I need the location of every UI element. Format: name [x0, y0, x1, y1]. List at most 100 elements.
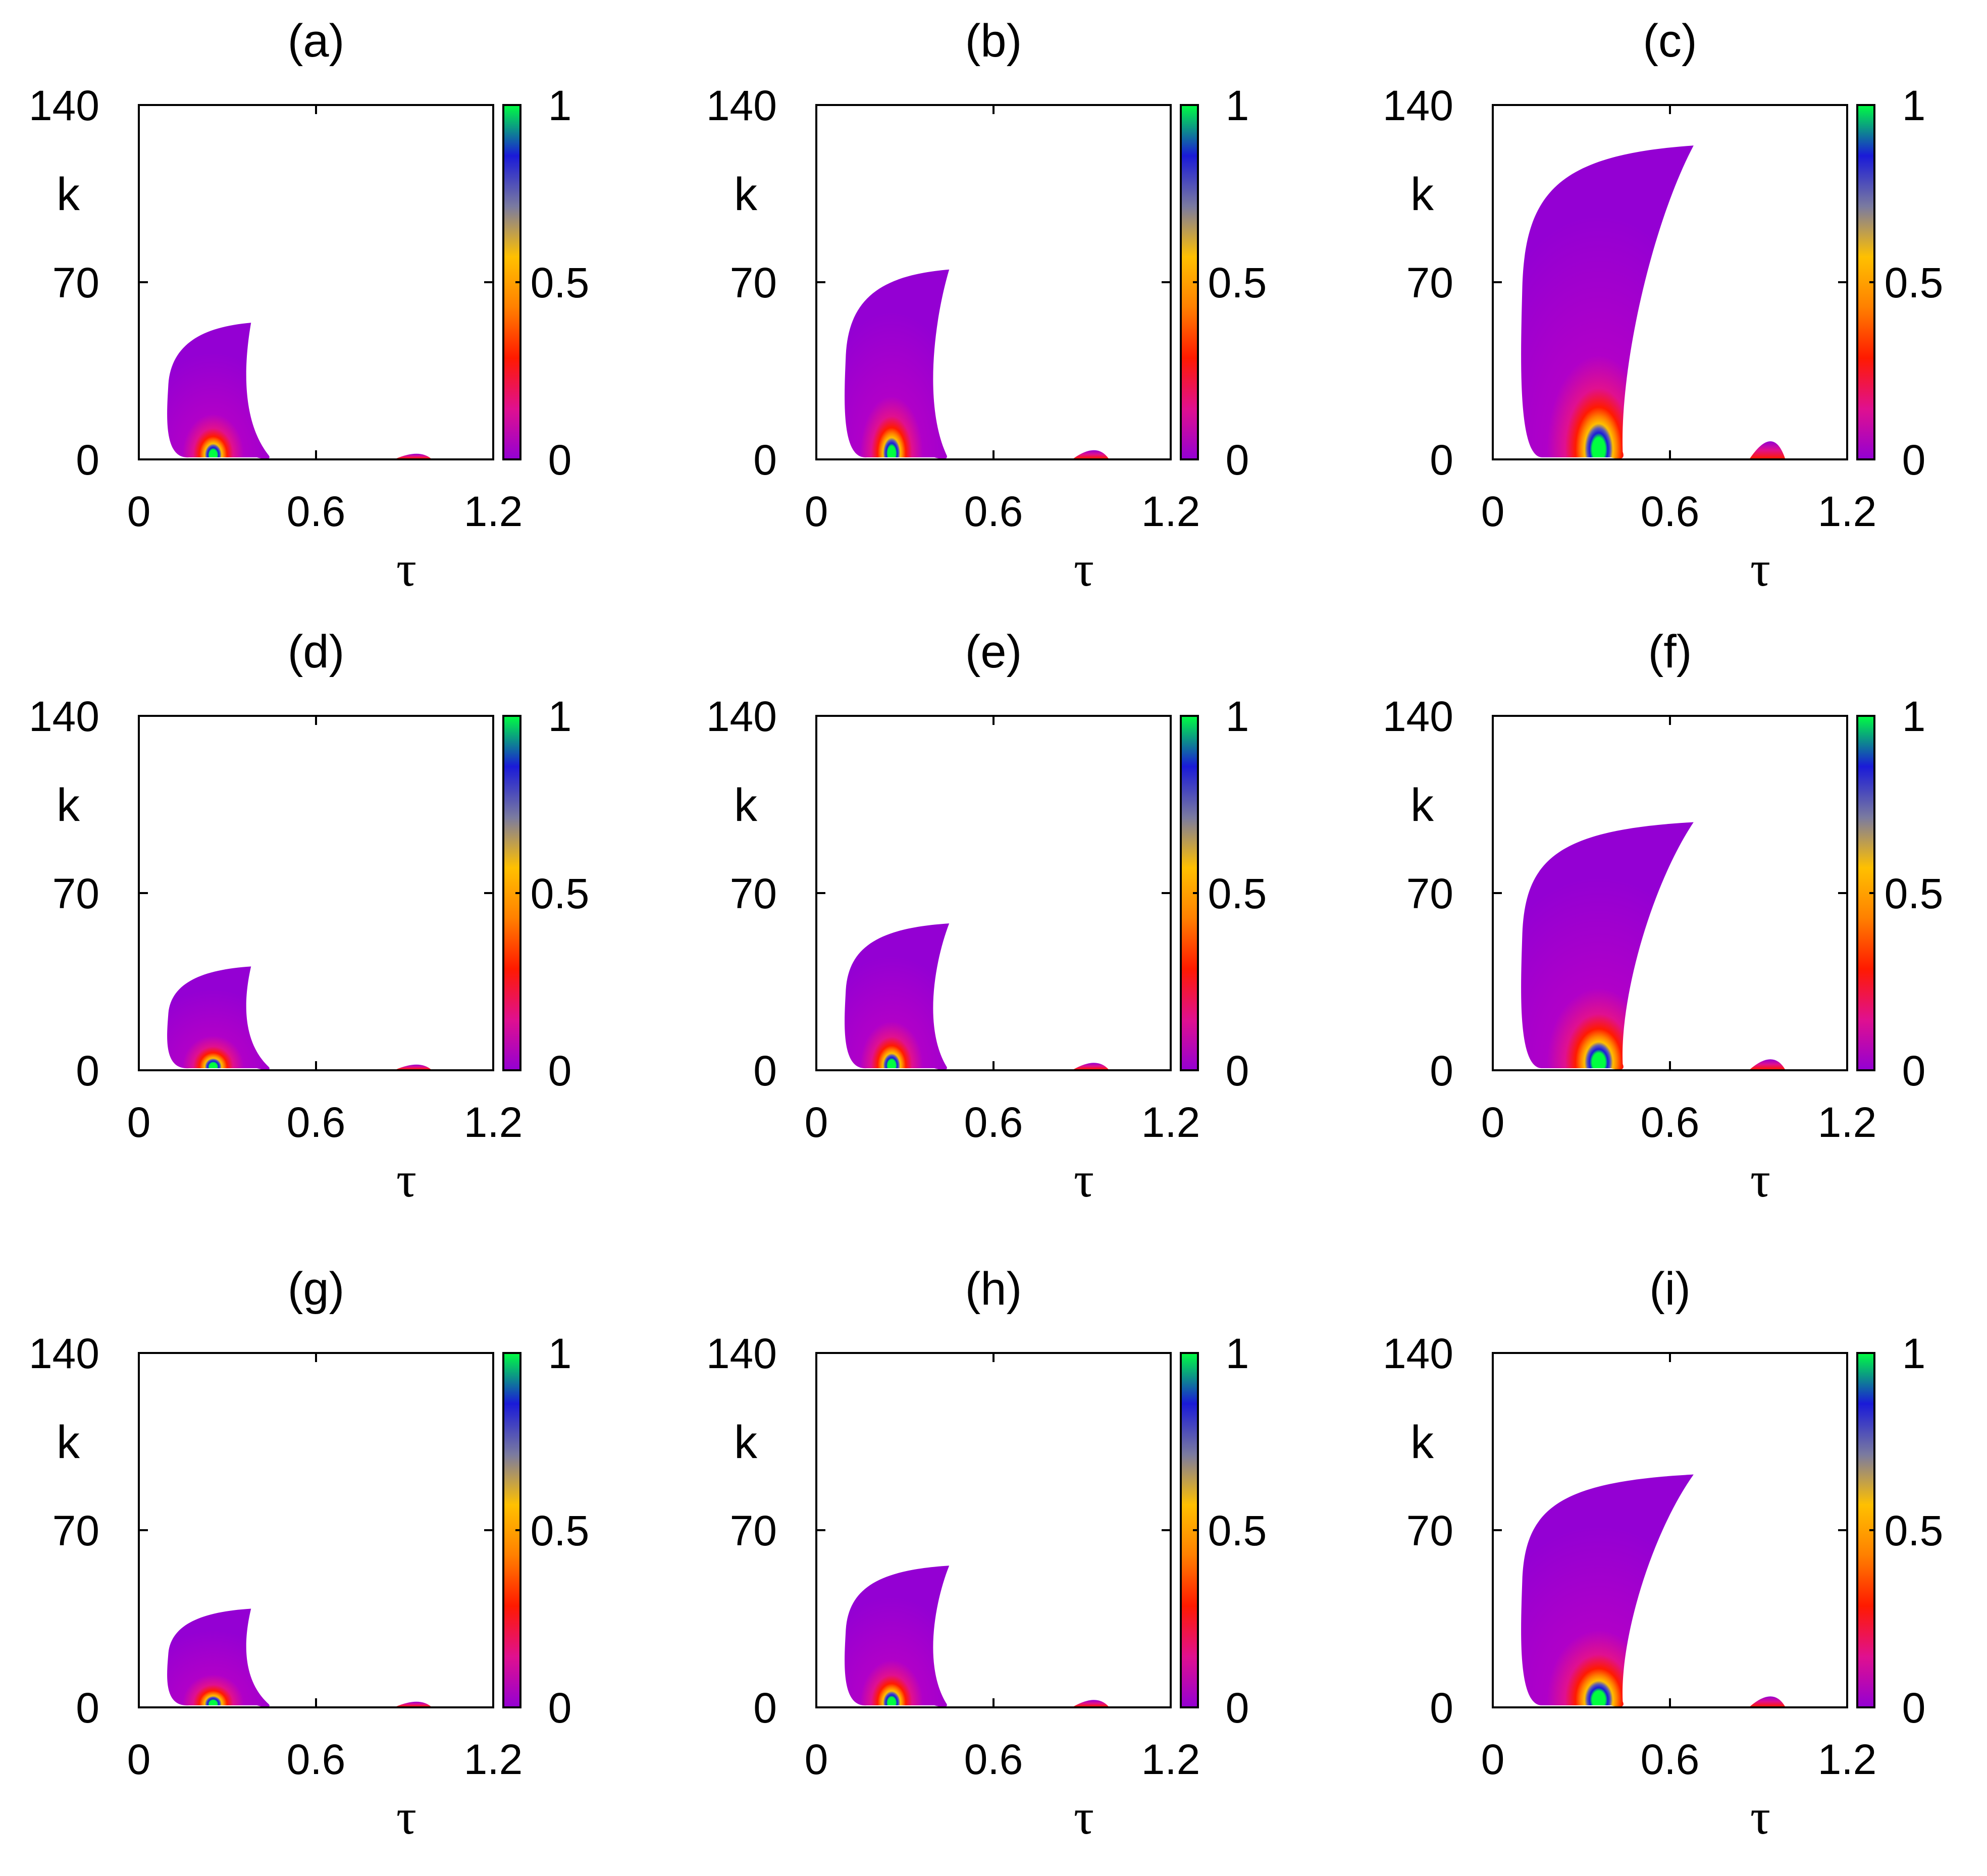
- y-tick-label: 140: [1383, 82, 1453, 129]
- panel-b: (b) 0 70 140 0 0.6 1.2 k τ 0 0.5 1: [706, 15, 1267, 597]
- panel-h: (h) 0 70 140 0 0.6 1.2 k τ 0 0.5 1: [706, 1263, 1267, 1845]
- colorbar-tick-label: 0: [1226, 1047, 1249, 1095]
- colorbar-tick-label: 0.5: [1885, 259, 1944, 306]
- main-region: [167, 1608, 270, 1707]
- y-axis-label: k: [1410, 169, 1434, 220]
- colorbar-tick-label: 0.5: [1208, 870, 1267, 917]
- colorbar-tick-label: 1: [1226, 1330, 1249, 1377]
- y-tick-label: 0: [76, 1684, 99, 1732]
- y-axis-label: k: [57, 779, 80, 831]
- x-axis-label: τ: [396, 1789, 416, 1845]
- y-tick-label: 0: [753, 1684, 777, 1732]
- colorbar-tick-label: 0: [548, 1684, 572, 1732]
- secondary-region: [395, 1701, 432, 1707]
- colorbar-tick-label: 0.5: [1885, 1507, 1944, 1554]
- main-region: [845, 1566, 950, 1707]
- colorbar-tick-label: 0.5: [531, 870, 590, 917]
- x-tick-label: 0.6: [964, 1736, 1023, 1783]
- x-tick-label: 0: [127, 1099, 151, 1146]
- x-tick-label: 1.2: [464, 1736, 523, 1783]
- y-axis-label: k: [734, 1417, 758, 1468]
- x-axis-label: τ: [396, 1152, 416, 1208]
- x-tick-label: 0: [127, 1736, 151, 1783]
- x-tick-label: 1.2: [1141, 1736, 1200, 1783]
- panel-title: (g): [288, 1263, 344, 1315]
- y-tick-label: 70: [53, 259, 99, 306]
- x-tick-label: 1.2: [464, 1099, 523, 1146]
- y-tick-label: 0: [76, 436, 99, 484]
- secondary-region: [395, 1064, 432, 1070]
- x-tick-label: 0: [805, 1736, 828, 1783]
- y-axis-label: k: [57, 1417, 80, 1468]
- secondary-region: [1749, 1059, 1786, 1070]
- secondary-region: [1073, 450, 1109, 459]
- y-tick-label: 0: [1430, 1684, 1453, 1732]
- colorbar-tick-label: 0: [1902, 436, 1926, 484]
- y-tick-label: 0: [1430, 436, 1453, 484]
- y-tick-label: 0: [1430, 1047, 1453, 1095]
- panel-a: (a) 0 70 140 0 0.6 1.2 k τ 0 0.5 1: [29, 15, 590, 597]
- y-tick-label: 70: [730, 870, 777, 917]
- main-region: [1521, 822, 1694, 1070]
- y-tick-label: 70: [1406, 1507, 1453, 1554]
- panel-e: (e) 0 70 140 0 0.6 1.2 k τ 0 0.5 1: [706, 626, 1267, 1208]
- x-axis-label: τ: [1074, 1789, 1094, 1845]
- colorbar-tick-label: 0: [548, 1047, 572, 1095]
- main-region: [845, 269, 950, 459]
- x-tick-label: 0: [127, 488, 151, 535]
- colorbar-tick-label: 1: [1902, 1330, 1926, 1377]
- x-axis-label: τ: [1750, 1152, 1770, 1208]
- panel-title: (i): [1649, 1263, 1691, 1315]
- colorbar-tick-label: 0: [1902, 1684, 1926, 1732]
- panel-f: (f) 0 70 140 0 0.6 1.2 k τ 0 0.5 1: [1383, 626, 1944, 1208]
- y-tick-label: 140: [29, 693, 99, 740]
- panel-c: (c) 0 70 140 0 0.6 1.2 k τ 0 0.5 1: [1383, 15, 1944, 597]
- colorbar-tick-label: 0: [1226, 1684, 1249, 1732]
- x-tick-label: 1.2: [1141, 1099, 1200, 1146]
- y-axis-label: k: [734, 169, 758, 220]
- y-tick-label: 0: [753, 436, 777, 484]
- y-axis-label: k: [734, 779, 758, 831]
- main-region: [1521, 1474, 1694, 1707]
- y-tick-label: 70: [53, 1507, 99, 1554]
- main-region: [845, 923, 950, 1070]
- x-tick-label: 1.2: [1141, 488, 1200, 535]
- colorbar-tick-label: 0: [1902, 1047, 1926, 1095]
- x-tick-label: 1.2: [464, 488, 523, 535]
- panel-title: (b): [965, 15, 1022, 67]
- x-tick-label: 0.6: [287, 1099, 346, 1146]
- panel-title: (a): [288, 15, 344, 67]
- panel-title: (d): [288, 626, 344, 678]
- main-region: [1521, 145, 1694, 459]
- x-tick-label: 0.6: [287, 488, 346, 535]
- y-axis-label: k: [1410, 779, 1434, 831]
- colorbar-tick-label: 0.5: [531, 259, 590, 306]
- panel-d: (d) 0 70 140 0 0.6 1.2 k τ 0 0.5 1: [29, 626, 590, 1208]
- secondary-region: [1073, 1700, 1109, 1707]
- y-tick-label: 140: [29, 1330, 99, 1377]
- colorbar-tick-label: 1: [1902, 82, 1926, 129]
- colorbar-tick-label: 1: [548, 693, 572, 740]
- colorbar-tick-label: 0.5: [531, 1507, 590, 1554]
- y-tick-label: 140: [706, 82, 777, 129]
- x-tick-label: 0: [1481, 1099, 1505, 1146]
- x-tick-label: 0.6: [287, 1736, 346, 1783]
- main-region: [167, 323, 270, 459]
- colorbar-tick-label: 0.5: [1208, 1507, 1267, 1554]
- x-tick-label: 1.2: [1818, 1099, 1877, 1146]
- y-tick-label: 70: [730, 1507, 777, 1554]
- y-tick-label: 70: [1406, 870, 1453, 917]
- x-tick-label: 0.6: [1641, 1736, 1700, 1783]
- panel-title: (e): [965, 626, 1022, 678]
- main-region: [167, 966, 270, 1070]
- x-axis-label: τ: [1074, 1152, 1094, 1208]
- y-tick-label: 140: [706, 693, 777, 740]
- y-tick-label: 0: [76, 1047, 99, 1095]
- y-tick-label: 0: [753, 1047, 777, 1095]
- panel-i: (i) 0 70 140 0 0.6 1.2 k τ 0 0.5 1: [1383, 1263, 1944, 1845]
- y-tick-label: 70: [1406, 259, 1453, 306]
- secondary-region: [1073, 1063, 1109, 1070]
- panel-title: (f): [1648, 626, 1692, 678]
- colorbar-tick-label: 0.5: [1885, 870, 1944, 917]
